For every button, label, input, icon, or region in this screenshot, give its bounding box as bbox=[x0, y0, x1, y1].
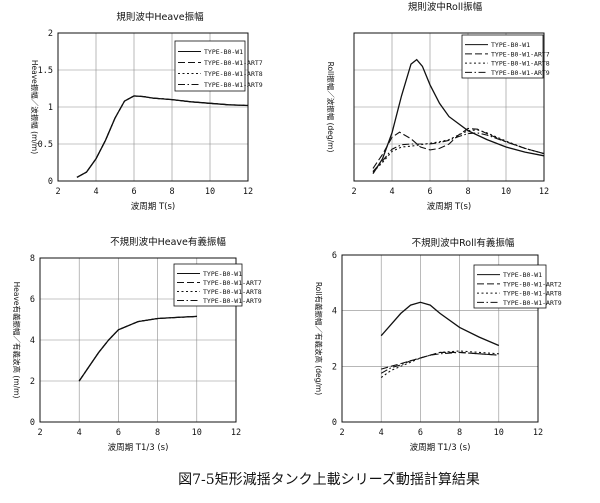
x-tick-label: 4 bbox=[389, 187, 394, 197]
y-tick-label: 2 bbox=[48, 29, 53, 39]
legend-entry: TYPE-B0-W1-ART9 bbox=[204, 81, 263, 89]
series-line bbox=[380, 301, 500, 347]
series-line bbox=[380, 351, 499, 374]
y-tick-label: 0.5 bbox=[38, 140, 53, 150]
x-tick-label: 4 bbox=[77, 428, 82, 438]
x-tick-label: 4 bbox=[93, 187, 98, 197]
chart-title: 規則波中Roll振幅 bbox=[408, 1, 483, 13]
series-line bbox=[372, 132, 545, 172]
x-tick-label: 12 bbox=[539, 187, 549, 197]
legend-entry: TYPE-B0-W1-ART9 bbox=[491, 69, 550, 77]
legend-entry: TYPE-B0-W1-ART7 bbox=[203, 279, 262, 287]
legend-entry: TYPE-B0-W1-ART8 bbox=[491, 60, 550, 68]
series-line bbox=[78, 315, 197, 382]
legend-entry: TYPE-B0-W1-ART7 bbox=[204, 59, 263, 67]
y-tick-label: 0 bbox=[332, 418, 337, 428]
chart-irregular-heave: 2 4 6 8 10 1202468TYPE-B0-W1TYPE-B0-W1-ART7TY… bbox=[12, 236, 262, 453]
chart-regular-heave: 2 4 6 8 10 12 0 0.5 1 1.5 2 TYPE-B0-W1 TYPE-B0-W1-AR… bbox=[30, 11, 263, 212]
x-tick-label: 8 bbox=[457, 428, 462, 438]
x-tick-label: 12 bbox=[243, 187, 253, 197]
x-tick-label: 6 bbox=[131, 187, 136, 197]
x-axis-label: 波周期 T1/3 (s) bbox=[108, 442, 169, 453]
legend-entry: TYPE-B0-W1-ART9 bbox=[203, 297, 262, 305]
series-line bbox=[76, 95, 249, 178]
figure-caption: 図7-5矩形減揺タンク上載シリーズ動揺計算結果 bbox=[178, 471, 480, 488]
legend-entry: TYPE-B0-W1 bbox=[491, 41, 530, 49]
legend-entry: TYPE-B0-W1 bbox=[203, 270, 242, 278]
y-tick-label: 2 bbox=[30, 377, 35, 387]
series-line bbox=[372, 127, 545, 169]
chart-title: 規則波中Heave振幅 bbox=[116, 11, 204, 23]
plot-frame bbox=[341, 254, 539, 423]
x-tick-label: 10 bbox=[494, 428, 504, 438]
x-tick-label: 2 bbox=[37, 428, 42, 438]
y-tick-label: 1 bbox=[48, 103, 53, 113]
series-line bbox=[76, 95, 249, 178]
x-tick-label: 6 bbox=[427, 187, 432, 197]
y-tick-label: 8 bbox=[30, 254, 35, 264]
legend-entry: TYPE-B0-W1-ART9 bbox=[503, 299, 562, 307]
x-tick-label: 2 bbox=[351, 187, 356, 197]
series-line bbox=[78, 315, 197, 382]
legend-entry: TYPE-B0-W1-ART7 bbox=[491, 50, 550, 58]
x-tick-label: 6 bbox=[418, 428, 423, 438]
x-tick-label: 10 bbox=[192, 428, 202, 438]
series-line bbox=[380, 350, 499, 378]
y-tick-label: 0 bbox=[30, 418, 35, 428]
legend-entry: TYPE-B0-W1-ART2 bbox=[503, 280, 562, 288]
legend-box bbox=[461, 34, 544, 79]
x-axis-label: 波周期 T(s) bbox=[427, 201, 471, 212]
y-tick-label: 4 bbox=[30, 336, 35, 346]
plot-frame bbox=[57, 32, 249, 182]
legend-entry: TYPE-B0-W1 bbox=[503, 271, 542, 279]
chart-title: 不規則波中Roll有義振幅 bbox=[412, 237, 515, 249]
legend-entry: TYPE-B0-W1-ART8 bbox=[503, 290, 562, 298]
chart-irregular-roll: 2 4 6 8 10 120246TYPE-B0-W1TYPE-B0-W1-ART2TYP… bbox=[314, 237, 562, 453]
x-axis-label: 波周期 T(s) bbox=[131, 201, 175, 212]
y-axis-label: Roll有義振幅／有義波高 (deg/m) bbox=[314, 282, 324, 395]
plot-frame bbox=[39, 257, 237, 423]
legend-box bbox=[473, 264, 547, 309]
x-tick-label: 4 bbox=[379, 428, 384, 438]
series-line bbox=[76, 95, 249, 178]
legend-box bbox=[174, 40, 246, 92]
x-tick-label: 8 bbox=[169, 187, 174, 197]
series-line bbox=[78, 315, 197, 382]
y-tick-label: 6 bbox=[30, 295, 35, 305]
x-tick-label: 6 bbox=[116, 428, 121, 438]
x-tick-label: 2 bbox=[339, 428, 344, 438]
y-tick-label: 2 bbox=[332, 362, 337, 372]
series-line bbox=[372, 129, 545, 173]
x-tick-label: 2 bbox=[55, 187, 60, 197]
x-tick-label: 8 bbox=[465, 187, 470, 197]
legend-entry: TYPE-B0-W1-ART8 bbox=[204, 70, 263, 78]
legend-entry: TYPE-B0-W1 bbox=[204, 48, 243, 56]
y-axis-label: Heave振幅／波振幅 (m/m) bbox=[30, 60, 40, 154]
y-axis-label: Heave有義振幅／有義波高 (m/m) bbox=[12, 282, 22, 399]
y-tick-label: 6 bbox=[332, 251, 337, 261]
series-line bbox=[78, 315, 197, 382]
y-tick-label: 4 bbox=[332, 307, 337, 317]
series-line bbox=[372, 58, 545, 174]
y-axis-label: Roll振幅／波振幅 (deg/m) bbox=[326, 62, 336, 153]
x-tick-label: 12 bbox=[231, 428, 241, 438]
x-tick-label: 10 bbox=[205, 187, 215, 197]
x-tick-label: 12 bbox=[533, 428, 543, 438]
legend-box bbox=[173, 263, 243, 307]
x-axis-label: 波周期 T1/3 (s) bbox=[410, 442, 471, 453]
x-tick-label: 10 bbox=[501, 187, 511, 197]
y-tick-label: 1.5 bbox=[38, 66, 53, 76]
series-line bbox=[76, 95, 249, 178]
legend-entry: TYPE-B0-W1-ART8 bbox=[203, 288, 262, 296]
plot-frame bbox=[353, 32, 545, 182]
chart-title: 不規則波中Heave有義振幅 bbox=[110, 236, 226, 248]
y-tick-label: 0 bbox=[48, 177, 53, 187]
x-tick-label: 8 bbox=[155, 428, 160, 438]
